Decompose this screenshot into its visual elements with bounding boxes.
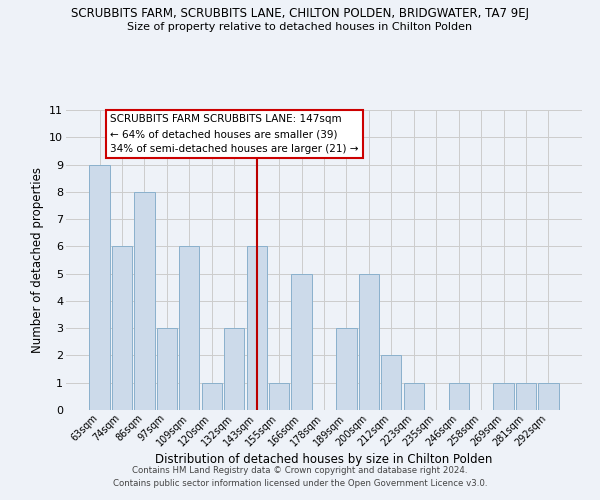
Bar <box>89 164 110 410</box>
Text: SCRUBBITS FARM SCRUBBITS LANE: 147sqm
← 64% of detached houses are smaller (39)
: SCRUBBITS FARM SCRUBBITS LANE: 147sqm ← … <box>110 114 358 154</box>
Bar <box>292 274 311 410</box>
Bar <box>134 192 155 410</box>
Bar <box>404 382 424 410</box>
Text: Contains HM Land Registry data © Crown copyright and database right 2024.
Contai: Contains HM Land Registry data © Crown c… <box>113 466 487 487</box>
Bar <box>247 246 267 410</box>
X-axis label: Distribution of detached houses by size in Chilton Polden: Distribution of detached houses by size … <box>155 453 493 466</box>
Bar <box>538 382 559 410</box>
Bar <box>157 328 177 410</box>
Text: Size of property relative to detached houses in Chilton Polden: Size of property relative to detached ho… <box>127 22 473 32</box>
Bar <box>516 382 536 410</box>
Bar <box>359 274 379 410</box>
Text: SCRUBBITS FARM, SCRUBBITS LANE, CHILTON POLDEN, BRIDGWATER, TA7 9EJ: SCRUBBITS FARM, SCRUBBITS LANE, CHILTON … <box>71 8 529 20</box>
Bar <box>202 382 222 410</box>
Bar <box>337 328 356 410</box>
Bar <box>269 382 289 410</box>
Bar <box>224 328 244 410</box>
Bar <box>112 246 132 410</box>
Bar <box>493 382 514 410</box>
Bar <box>449 382 469 410</box>
Y-axis label: Number of detached properties: Number of detached properties <box>31 167 44 353</box>
Bar <box>179 246 199 410</box>
Bar <box>381 356 401 410</box>
